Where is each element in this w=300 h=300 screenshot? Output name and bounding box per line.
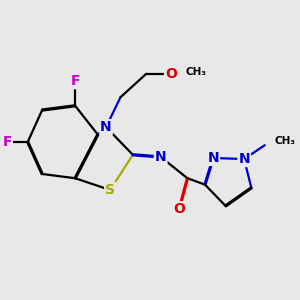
Text: O: O (165, 67, 177, 81)
Text: S: S (105, 183, 115, 197)
Text: N: N (207, 151, 219, 165)
Text: N: N (238, 152, 250, 166)
Text: CH₃: CH₃ (275, 136, 296, 146)
Text: N: N (155, 150, 167, 164)
Text: N: N (100, 120, 112, 134)
Text: CH₃: CH₃ (185, 67, 206, 77)
Text: O: O (173, 202, 185, 216)
Text: F: F (2, 135, 12, 149)
Text: F: F (70, 74, 80, 88)
